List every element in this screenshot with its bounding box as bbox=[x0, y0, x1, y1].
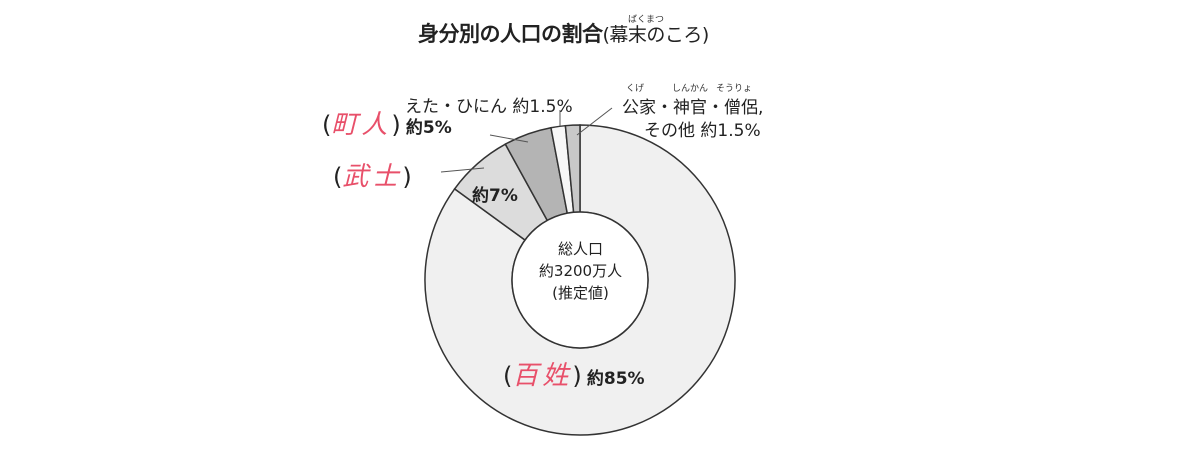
label-kuge: 公家・神官・僧侶, bbox=[622, 98, 764, 118]
ruby-shinkan: しんかん bbox=[672, 84, 709, 94]
ruby-souryo: そうりょ bbox=[716, 84, 753, 94]
label-kuge-other: その他 約1.5% bbox=[644, 121, 761, 141]
subtitle-ruby: ばくまつ bbox=[628, 15, 665, 25]
chart-title: 身分別の人口の割合(幕末のころ) bbox=[418, 22, 710, 46]
value-bushi: 約7% bbox=[472, 186, 518, 206]
ruby-kuge: くげ bbox=[626, 84, 645, 94]
donut-hole bbox=[511, 211, 649, 349]
leader-line-3 bbox=[440, 167, 485, 173]
leader-line-2 bbox=[489, 134, 529, 143]
chart-subtitle: (幕末のころ) bbox=[602, 24, 710, 46]
center-label: 総人口 約3200万人 (推定値) bbox=[538, 240, 623, 302]
leader-line-1 bbox=[576, 107, 613, 136]
label-hyakusho: (百姓) 約85% bbox=[503, 361, 645, 391]
label-bushi: (武士) bbox=[333, 162, 412, 192]
label-eta-hinin: えた・ひにん 約1.5% bbox=[405, 97, 573, 117]
label-chounin: (町人) 約5% bbox=[322, 110, 452, 140]
